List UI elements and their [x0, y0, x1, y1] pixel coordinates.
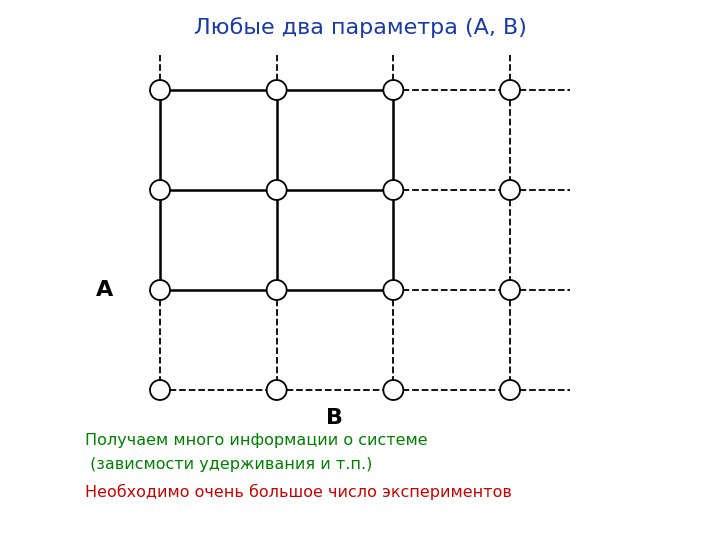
- Circle shape: [266, 380, 287, 400]
- Circle shape: [500, 180, 520, 200]
- Text: Необходимо очень большое число экспериментов: Необходимо очень большое число экспериме…: [85, 484, 512, 500]
- Circle shape: [500, 280, 520, 300]
- Circle shape: [150, 80, 170, 100]
- Circle shape: [383, 380, 403, 400]
- Circle shape: [500, 80, 520, 100]
- Circle shape: [266, 280, 287, 300]
- Circle shape: [150, 380, 170, 400]
- Text: Получаем много информации о системе: Получаем много информации о системе: [85, 433, 428, 448]
- Circle shape: [383, 80, 403, 100]
- Text: Любые два параметра (А, В): Любые два параметра (А, В): [194, 18, 526, 38]
- Circle shape: [500, 380, 520, 400]
- Text: (зависмости удерживания и т.п.): (зависмости удерживания и т.п.): [85, 457, 372, 472]
- Circle shape: [383, 280, 403, 300]
- Circle shape: [150, 280, 170, 300]
- Circle shape: [383, 180, 403, 200]
- Circle shape: [266, 80, 287, 100]
- Circle shape: [150, 180, 170, 200]
- Text: В: В: [326, 408, 343, 428]
- Circle shape: [266, 180, 287, 200]
- Text: А: А: [96, 280, 114, 300]
